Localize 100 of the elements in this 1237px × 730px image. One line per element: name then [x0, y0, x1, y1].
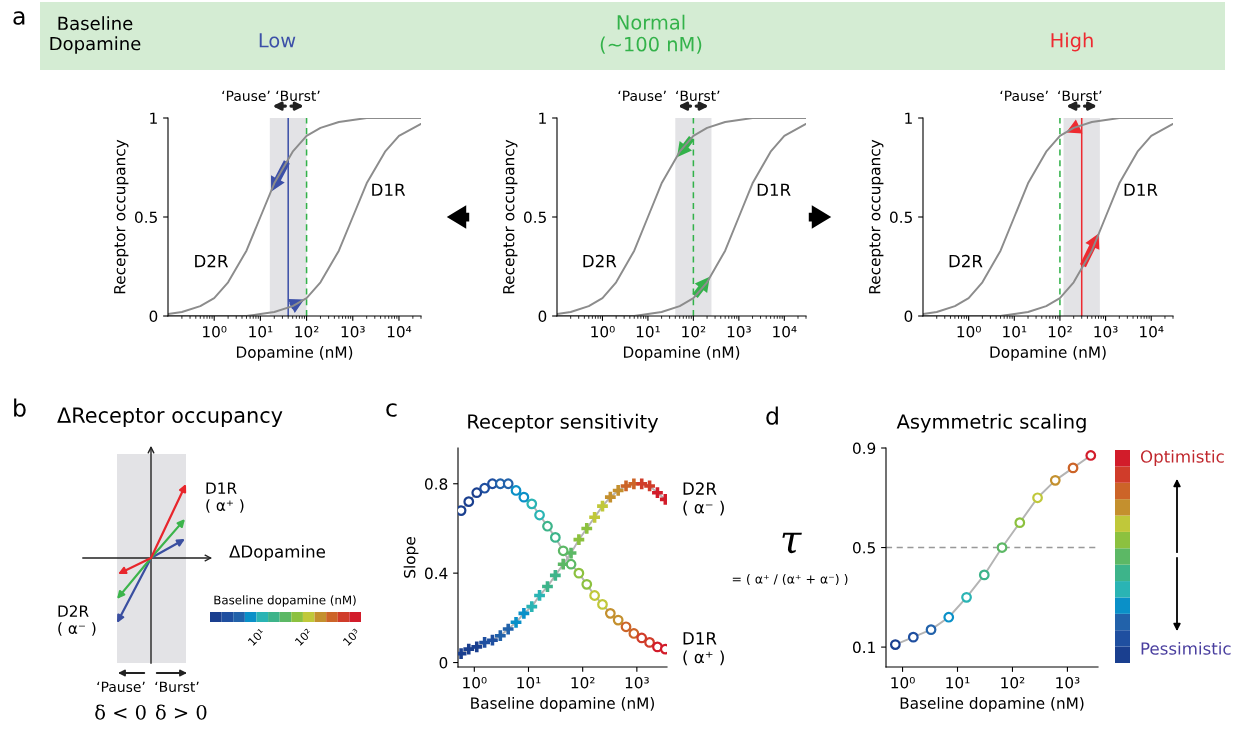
y-tick-label: 0 — [538, 310, 547, 323]
y-tick-label: 0.1 — [852, 641, 875, 654]
x-tick-label: 10¹ — [946, 676, 970, 689]
point — [604, 491, 616, 503]
x-axis-title: Dopamine (nM) — [236, 346, 353, 361]
x-tick-label: 10² — [1048, 325, 1072, 338]
y-tick-label: 0.5 — [889, 211, 912, 224]
x-axis-title: Dopamine (nM) — [623, 346, 740, 361]
x-tick-label: 10² — [682, 325, 706, 338]
chart-title: Low — [259, 33, 296, 48]
x-tick-label: 10⁰ — [463, 676, 487, 689]
point — [510, 616, 522, 628]
y-tick-label: 0.4 — [424, 567, 448, 580]
text: 10³ — [342, 628, 361, 646]
point — [463, 643, 475, 655]
point — [518, 607, 530, 619]
text: c — [386, 403, 397, 417]
x-tick-label: 10² — [1001, 676, 1025, 689]
series-label: D1R — [1124, 183, 1158, 196]
series-label: D2R — [583, 254, 617, 268]
x-tick-label: 10⁰ — [957, 325, 981, 338]
y-tick-label: 0.9 — [852, 442, 876, 455]
point — [526, 601, 538, 613]
x-tick-label: 10⁰ — [891, 676, 915, 689]
y-tick-label: 1 — [539, 112, 546, 124]
text: ‘Pause’ — [97, 681, 145, 693]
x-tick-label: 10¹ — [249, 325, 273, 338]
y-axis-title: Receptor occupancy — [869, 139, 884, 294]
x-axis-title: Dopamine (nM) — [990, 346, 1106, 361]
x-tick-label: 10¹ — [1003, 325, 1027, 338]
text: ΔDopamine — [229, 544, 326, 562]
point — [581, 523, 593, 534]
text: ‘Burst’ — [676, 90, 720, 102]
y-tick-label: 1 — [150, 112, 157, 124]
y-tick-label: 1 — [905, 112, 912, 124]
x-tick-label: 10³ — [341, 325, 365, 338]
text: δ < 0 — [95, 704, 146, 720]
y-tick-label: 0 — [439, 657, 448, 669]
point — [487, 634, 498, 646]
text: Baseline dopamine (nM) — [214, 595, 356, 607]
x-axis-title: Baseline dopamine (nM) — [471, 697, 654, 712]
x-tick-label: 10⁴ — [1140, 325, 1164, 338]
y-tick-label: 0.5 — [134, 211, 157, 224]
text: 10¹ — [247, 628, 266, 646]
y-axis-title: Slope — [403, 537, 419, 578]
series-label: D2R ( α⁻ ) — [683, 482, 724, 516]
text: D1R ( α⁺ ) — [206, 482, 244, 513]
point — [644, 480, 655, 492]
point — [494, 630, 506, 642]
x-tick-label: 10⁰ — [591, 325, 615, 338]
chart-title: Normal (~100 nM) — [600, 14, 702, 54]
x-tick-label: 10⁴ — [387, 325, 412, 338]
series-label: D1R — [372, 183, 406, 196]
series-label: D1R ( α⁺ ) — [683, 632, 724, 666]
text: ΔReceptor occupancy — [57, 407, 283, 428]
x-axis-title: Baseline dopamine (nM) — [900, 697, 1084, 712]
y-axis-title: Receptor occupancy — [114, 139, 129, 294]
point — [565, 547, 577, 559]
text: b — [14, 398, 26, 417]
text: ‘Burst’ — [155, 681, 199, 693]
x-tick-label: 10¹ — [517, 676, 541, 689]
series-label: D2R — [195, 254, 229, 268]
y-axis-title: Receptor occupancy — [503, 139, 518, 294]
x-tick-label: 10² — [295, 325, 319, 338]
point — [612, 485, 624, 496]
text: D2R ( α⁻ ) — [58, 605, 96, 636]
y-tick-label: 0 — [904, 310, 913, 323]
point — [573, 534, 585, 545]
x-tick-label: 10⁰ — [203, 325, 227, 338]
point — [589, 511, 600, 523]
series-label: D1R — [757, 183, 791, 196]
y-tick-label: 0 — [149, 310, 158, 323]
x-tick-label: 10¹ — [636, 325, 660, 338]
y-tick-label: 0.5 — [852, 542, 875, 554]
point — [636, 478, 648, 490]
text: δ > 0 — [155, 704, 207, 720]
chart-title: Asymmetric scaling — [896, 413, 1086, 433]
text: ‘Pause’ — [222, 90, 270, 102]
text: Optimistic — [1140, 449, 1224, 467]
x-tick-label: 10³ — [727, 325, 751, 338]
x-tick-label: 10⁴ — [773, 325, 797, 338]
text: ‘Pause’ — [618, 90, 666, 102]
text: ‘Pause’ — [1000, 90, 1048, 102]
text: Baseline Dopamine — [50, 16, 141, 54]
y-tick-label: 0.5 — [523, 211, 546, 224]
x-tick-label: 10³ — [1094, 325, 1118, 338]
point — [502, 623, 514, 635]
y-tick-label: 0.8 — [424, 478, 448, 490]
text: = ( α⁺ / (α⁺ + α⁻) ) — [732, 573, 848, 586]
chart-title: Receptor sensitivity — [468, 413, 659, 433]
x-tick-label: 10³ — [625, 676, 649, 689]
text: ‘Burst’ — [276, 90, 320, 102]
series-label: D2R — [949, 254, 983, 268]
text: Pessimistic — [1141, 641, 1231, 655]
x-tick-label: 10³ — [1056, 676, 1080, 689]
point — [597, 500, 608, 512]
text: d — [766, 406, 778, 425]
x-tick-label: 10² — [571, 676, 595, 689]
point — [471, 641, 483, 653]
text: a — [13, 11, 25, 25]
